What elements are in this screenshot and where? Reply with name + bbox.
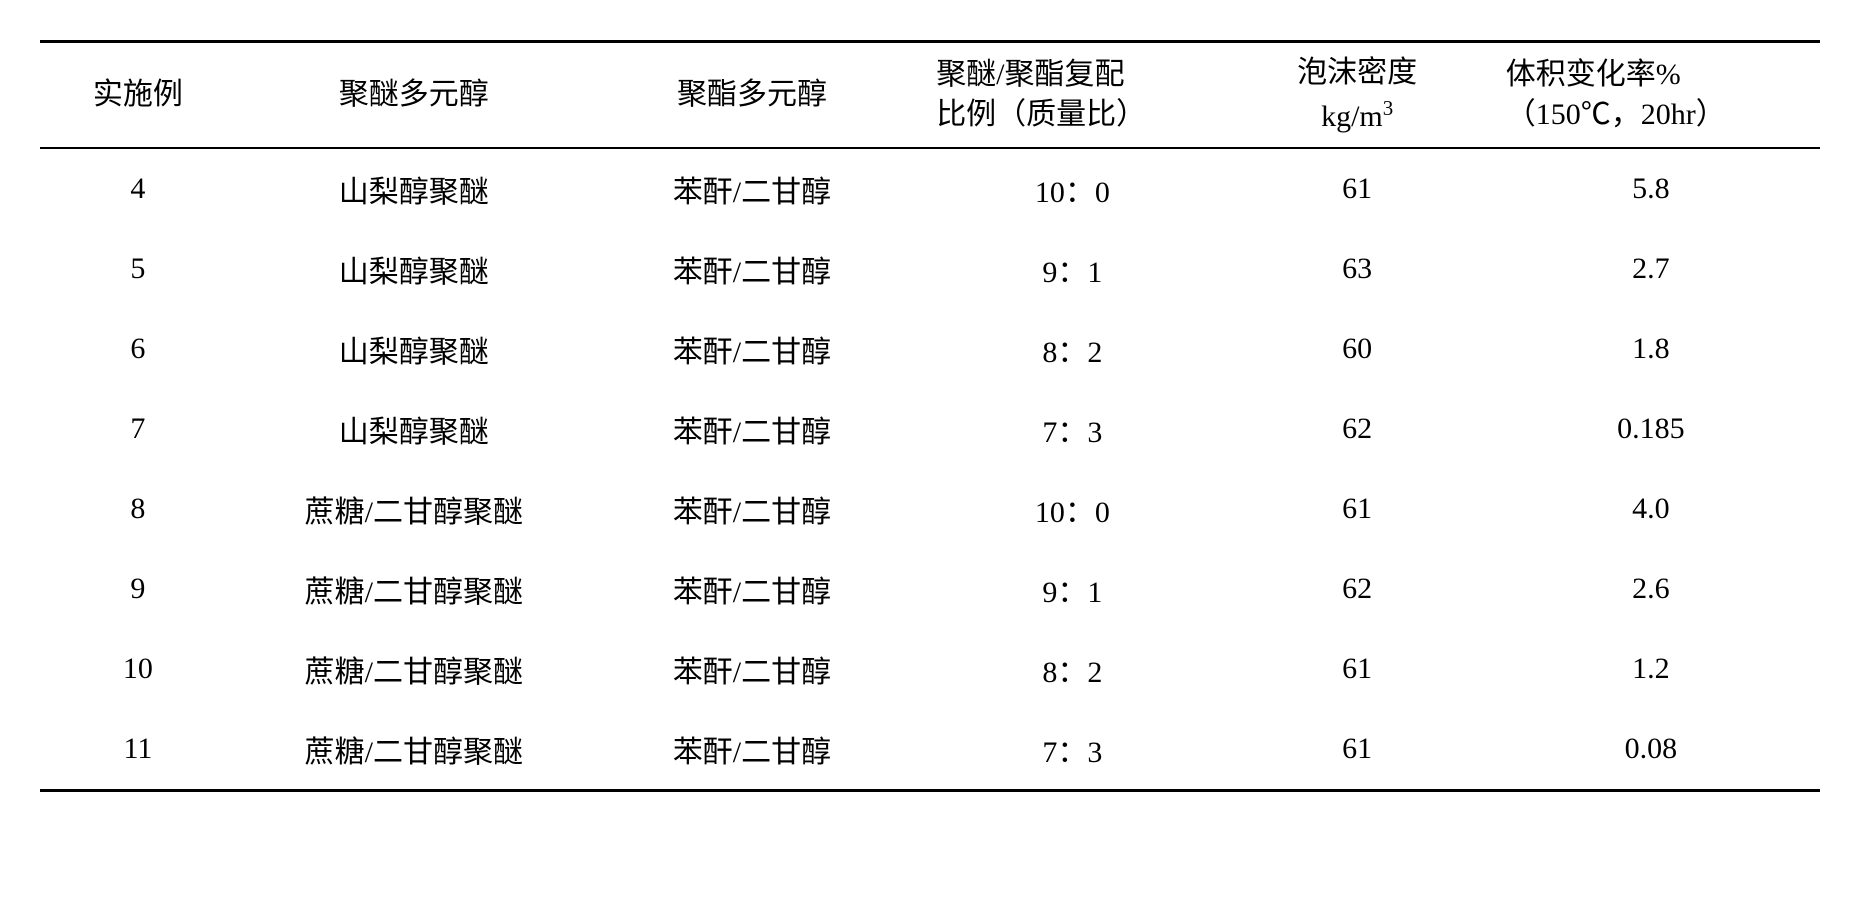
table-row: 5山梨醇聚醚苯酐/二甘醇9：1632.7 (40, 229, 1820, 309)
col-header-volchange-line2: （150℃，20hr） (1506, 98, 1726, 131)
data-table: 实施例 聚醚多元醇 聚酯多元醇 聚醚/聚酯复配 比例（质量比） 泡沫密度 kg/… (40, 40, 1820, 792)
cell-volchange: 4.0 (1482, 469, 1820, 549)
cell-ratio: 7：3 (912, 709, 1232, 791)
data-table-container: 实施例 聚醚多元醇 聚酯多元醇 聚醚/聚酯复配 比例（质量比） 泡沫密度 kg/… (40, 40, 1820, 792)
cell-example: 5 (40, 229, 236, 309)
cell-polyether: 蔗糖/二甘醇聚醚 (236, 469, 592, 549)
cell-example: 10 (40, 629, 236, 709)
col-header-ratio: 聚醚/聚酯复配 比例（质量比） (912, 42, 1232, 149)
col-header-polyether: 聚醚多元醇 (236, 42, 592, 149)
cell-ratio: 8：2 (912, 629, 1232, 709)
table-row: 6山梨醇聚醚苯酐/二甘醇8：2601.8 (40, 309, 1820, 389)
cell-density: 61 (1233, 148, 1482, 229)
cell-ratio: 7：3 (912, 389, 1232, 469)
col-header-density-unit-sup: 3 (1383, 96, 1394, 120)
cell-polyester: 苯酐/二甘醇 (592, 389, 912, 469)
cell-volchange: 2.6 (1482, 549, 1820, 629)
col-header-ratio-line2: 比例（质量比） (936, 98, 1146, 131)
cell-polyether: 蔗糖/二甘醇聚醚 (236, 549, 592, 629)
cell-polyester: 苯酐/二甘醇 (592, 709, 912, 791)
cell-volchange: 1.8 (1482, 309, 1820, 389)
cell-polyether: 山梨醇聚醚 (236, 309, 592, 389)
cell-ratio: 10：0 (912, 148, 1232, 229)
table-row: 9蔗糖/二甘醇聚醚苯酐/二甘醇9：1622.6 (40, 549, 1820, 629)
cell-ratio: 8：2 (912, 309, 1232, 389)
cell-polyether: 山梨醇聚醚 (236, 389, 592, 469)
cell-polyester: 苯酐/二甘醇 (592, 148, 912, 229)
cell-example: 7 (40, 389, 236, 469)
col-header-density-unit-pre: kg/m (1321, 100, 1383, 133)
cell-ratio: 9：1 (912, 229, 1232, 309)
cell-volchange: 1.2 (1482, 629, 1820, 709)
cell-density: 61 (1233, 629, 1482, 709)
table-header-row: 实施例 聚醚多元醇 聚酯多元醇 聚醚/聚酯复配 比例（质量比） 泡沫密度 kg/… (40, 42, 1820, 149)
cell-volchange: 5.8 (1482, 148, 1820, 229)
table-row: 11蔗糖/二甘醇聚醚苯酐/二甘醇7：3610.08 (40, 709, 1820, 791)
cell-example: 8 (40, 469, 236, 549)
table-row: 7山梨醇聚醚苯酐/二甘醇7：3620.185 (40, 389, 1820, 469)
cell-example: 9 (40, 549, 236, 629)
cell-polyether: 山梨醇聚醚 (236, 148, 592, 229)
col-header-volchange: 体积变化率% （150℃，20hr） (1482, 42, 1820, 149)
cell-example: 4 (40, 148, 236, 229)
col-header-example: 实施例 (40, 42, 236, 149)
col-header-density-line1: 泡沫密度 (1297, 56, 1417, 89)
cell-polyester: 苯酐/二甘醇 (592, 309, 912, 389)
col-header-density: 泡沫密度 kg/m3 (1233, 42, 1482, 149)
cell-density: 61 (1233, 469, 1482, 549)
table-body: 4山梨醇聚醚苯酐/二甘醇10：0615.85山梨醇聚醚苯酐/二甘醇9：1632.… (40, 148, 1820, 791)
cell-polyether: 蔗糖/二甘醇聚醚 (236, 629, 592, 709)
cell-ratio: 9：1 (912, 549, 1232, 629)
cell-density: 61 (1233, 709, 1482, 791)
table-row: 4山梨醇聚醚苯酐/二甘醇10：0615.8 (40, 148, 1820, 229)
cell-density: 60 (1233, 309, 1482, 389)
col-header-volchange-line1: 体积变化率% (1506, 58, 1681, 91)
cell-density: 63 (1233, 229, 1482, 309)
cell-polyether: 蔗糖/二甘醇聚醚 (236, 709, 592, 791)
cell-polyester: 苯酐/二甘醇 (592, 229, 912, 309)
cell-polyether: 山梨醇聚醚 (236, 229, 592, 309)
cell-polyester: 苯酐/二甘醇 (592, 469, 912, 549)
table-row: 10蔗糖/二甘醇聚醚苯酐/二甘醇8：2611.2 (40, 629, 1820, 709)
cell-volchange: 2.7 (1482, 229, 1820, 309)
cell-polyester: 苯酐/二甘醇 (592, 549, 912, 629)
cell-volchange: 0.08 (1482, 709, 1820, 791)
cell-volchange: 0.185 (1482, 389, 1820, 469)
table-row: 8蔗糖/二甘醇聚醚苯酐/二甘醇10：0614.0 (40, 469, 1820, 549)
cell-example: 6 (40, 309, 236, 389)
cell-example: 11 (40, 709, 236, 791)
cell-density: 62 (1233, 549, 1482, 629)
cell-polyester: 苯酐/二甘醇 (592, 629, 912, 709)
cell-ratio: 10：0 (912, 469, 1232, 549)
col-header-polyester: 聚酯多元醇 (592, 42, 912, 149)
cell-density: 62 (1233, 389, 1482, 469)
col-header-ratio-line1: 聚醚/聚酯复配 (936, 58, 1124, 91)
